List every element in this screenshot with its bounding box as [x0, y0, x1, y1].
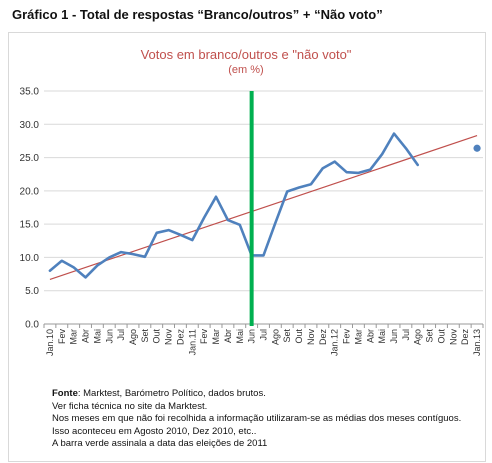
note-line-2: Nos meses em que não foi recolhida a inf…	[52, 413, 462, 424]
x-tick-label: Jul	[116, 329, 126, 341]
x-tick-label: Abr	[223, 329, 233, 343]
x-tick-label: Mai	[377, 329, 387, 344]
x-tick-label: Fev	[342, 329, 352, 345]
chart-notes: Fonte: Marktest, Barómetro Político, dad…	[52, 388, 461, 451]
x-tick-label: Jan.12	[330, 329, 340, 356]
x-tick-label: Jan.13	[472, 329, 482, 356]
y-tick-label: 0.0	[25, 320, 39, 331]
x-tick-label: Set	[425, 329, 435, 343]
y-tick-label: 10.0	[20, 253, 40, 264]
figure-label: Gráfico 1 - Total de respostas “Branco/o…	[12, 7, 383, 22]
note-line-3: Isso aconteceu em Agosto 2010, Dez 2010,…	[52, 425, 257, 437]
x-tick-label: Mar	[353, 329, 363, 345]
x-tick-label: Set	[282, 329, 292, 343]
y-tick-label: 35.0	[20, 87, 40, 98]
x-tick-label: Nov	[306, 329, 316, 346]
x-tick-label: Dez	[318, 329, 328, 346]
series-line	[48, 132, 420, 279]
x-tick-label: Dez	[460, 329, 470, 346]
x-tick-label: Out	[294, 329, 304, 344]
y-tick-label: 30.0	[20, 120, 40, 131]
x-tick-label: Out	[436, 329, 446, 344]
x-tick-label: Fev	[57, 329, 67, 345]
x-tick-label: Ago	[413, 329, 423, 345]
source-text: : Marktest, Barómetro Político, dados br…	[77, 388, 266, 399]
chart-subtitle: (em %)	[228, 64, 264, 76]
x-tick-label: Fev	[199, 329, 209, 345]
x-tick-label: Abr	[81, 329, 91, 343]
x-tick-label: Abr	[365, 329, 375, 343]
y-tick-label: 20.0	[20, 186, 40, 197]
y-tick-label: 25.0	[20, 153, 40, 164]
x-tick-label: Mai	[92, 329, 102, 344]
note-line-1: Ver ficha técnica no site da Marktest.	[52, 400, 208, 412]
x-tick-label: Jan.11	[187, 329, 197, 355]
y-tick-label: 5.0	[25, 286, 39, 297]
source-note: Fonte: Marktest, Barómetro Político, dad…	[52, 388, 461, 401]
x-tick-label: Mai	[235, 329, 245, 344]
x-tick-label: Nov	[448, 329, 458, 346]
x-tick-label: Jun	[104, 329, 114, 344]
source-label: Fonte	[52, 388, 78, 399]
x-tick-label: Set	[140, 329, 150, 343]
x-tick-label: Jun	[389, 329, 399, 344]
x-tick-label: Mar	[69, 329, 79, 345]
x-tick-label: Mar	[211, 329, 221, 345]
trendline	[49, 135, 478, 280]
x-tick-label: Ago	[270, 329, 280, 345]
y-tick-label: 15.0	[20, 220, 40, 231]
x-tick-label: Jul	[259, 329, 269, 341]
x-tick-label: Nov	[164, 329, 174, 346]
note-line-4: A barra verde assinala a data das eleiçõ…	[52, 438, 268, 449]
x-tick-label: Jun	[247, 329, 257, 344]
x-tick-label: Jul	[401, 329, 411, 341]
x-tick-label: Jan.10	[45, 329, 55, 356]
chart-title: Votos em branco/outros e "não voto"	[140, 47, 352, 62]
data-point	[473, 144, 481, 152]
x-tick-label: Out	[152, 329, 162, 344]
x-tick-label: Dez	[175, 329, 185, 346]
x-tick-label: Ago	[128, 329, 138, 345]
